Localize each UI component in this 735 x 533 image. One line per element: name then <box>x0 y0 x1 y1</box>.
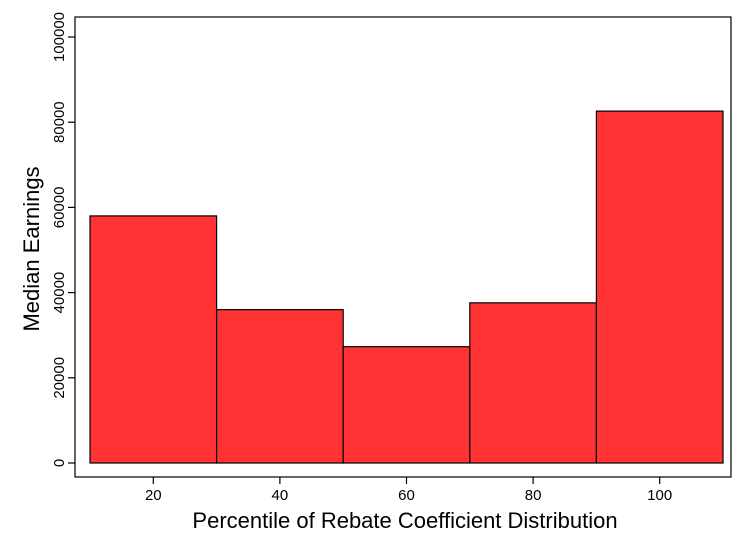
x-axis-label: Percentile of Rebate Coefficient Distrib… <box>192 508 617 533</box>
bar-2 <box>216 309 344 464</box>
x-tick-label: 40 <box>272 487 289 504</box>
y-tick-label: 20000 <box>51 357 68 399</box>
y-axis: 0 20000 40000 60000 80000 100000 <box>51 12 75 467</box>
plot-frame <box>74 16 732 478</box>
y-tick-label: 0 <box>51 459 68 467</box>
bar-4 <box>469 302 597 464</box>
bars-group <box>89 110 724 464</box>
y-axis-label: Median Earnings <box>19 166 44 331</box>
y-tick-label: 40000 <box>51 272 68 314</box>
bar-5 <box>595 110 724 464</box>
x-tick-label: 100 <box>647 487 672 504</box>
bar-3 <box>342 346 471 464</box>
x-axis: 20 40 60 80 100 <box>145 477 672 504</box>
bar-1 <box>89 215 218 464</box>
x-tick-label: 80 <box>525 487 542 504</box>
x-tick-label: 20 <box>145 487 162 504</box>
y-tick-label: 60000 <box>51 187 68 229</box>
y-tick-label: 80000 <box>51 101 68 143</box>
y-tick-label: 100000 <box>51 12 68 62</box>
x-tick-label: 60 <box>398 487 415 504</box>
